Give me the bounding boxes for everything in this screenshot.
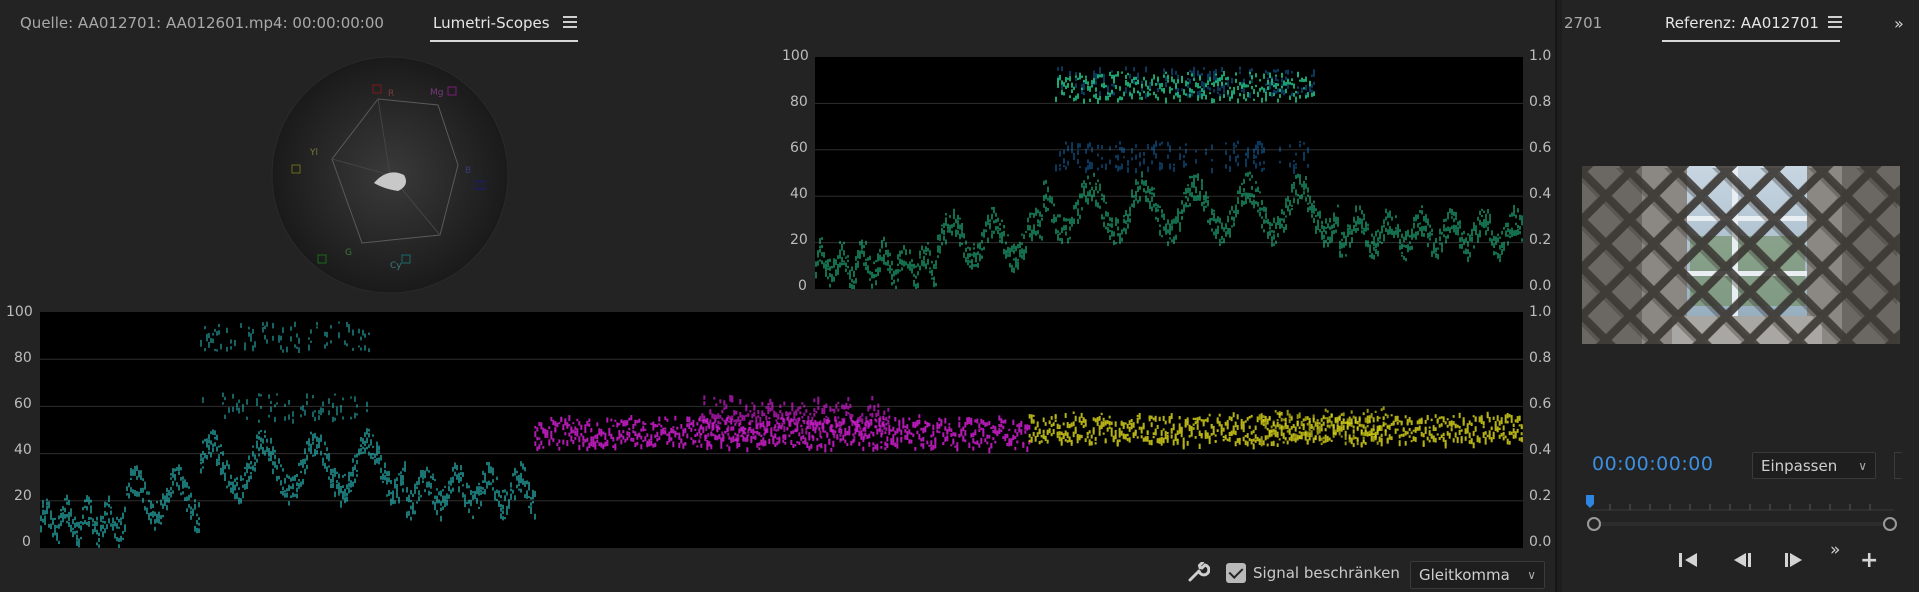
go-to-in-icon[interactable]: [1677, 550, 1701, 570]
parade-right-tick-5: 0.0: [1529, 534, 1552, 550]
target-g: G: [345, 248, 352, 258]
parade-right-tick-0: 1.0: [1529, 304, 1552, 320]
chevron-down-icon: ∨: [1858, 459, 1867, 473]
overflow-chevrons-icon[interactable]: »: [1894, 14, 1904, 33]
parade-left-tick-5: 0: [22, 534, 31, 550]
parade-right-tick-4: 0.2: [1529, 488, 1552, 504]
vectorscope: R Mg B Cy G Yl: [270, 55, 510, 295]
waveform-luma-scope: [815, 57, 1523, 289]
tab-lumetri-scopes[interactable]: Lumetri-Scopes: [433, 14, 550, 32]
chevron-down-icon: ∨: [1527, 568, 1536, 582]
target-r: R: [388, 89, 394, 99]
add-button-icon[interactable]: +: [1860, 548, 1879, 573]
parade-left-tick-1: 80: [14, 350, 32, 366]
wf-top-left-tick-3: 40: [790, 186, 808, 202]
playhead-marker[interactable]: [1586, 495, 1594, 508]
wf-top-left-tick-1: 80: [790, 94, 808, 110]
zoom-scrollbar[interactable]: [1582, 516, 1902, 532]
wf-top-right-tick-1: 0.8: [1529, 94, 1552, 110]
reference-preview-image: [1582, 166, 1900, 344]
signal-limit-label: Signal beschränken: [1253, 564, 1400, 582]
timeline-ruler[interactable]: [1582, 490, 1902, 530]
wf-top-right-tick-3: 0.4: [1529, 186, 1552, 202]
step-forward-icon[interactable]: [1782, 550, 1806, 570]
target-yl: Yl: [309, 148, 318, 158]
parade-left-tick-4: 20: [14, 488, 32, 504]
tab-source[interactable]: Quelle: AA012701: AA012601.mp4: 00:00:00…: [20, 14, 384, 32]
parade-right-tick-1: 0.8: [1529, 350, 1552, 366]
panel-menu-icon[interactable]: [1828, 16, 1842, 29]
wf-top-left-tick-5: 0: [798, 278, 807, 294]
tab-reference[interactable]: Referenz: AA012701: [1665, 14, 1819, 32]
parade-right-tick-3: 0.4: [1529, 442, 1552, 458]
more-controls-icon[interactable]: »: [1830, 540, 1841, 560]
parade-left-tick-2: 60: [14, 396, 32, 412]
wf-top-left-tick-4: 20: [790, 232, 808, 248]
lumetri-scopes-panel: Quelle: AA012701: AA012601.mp4: 00:00:00…: [0, 0, 1557, 592]
wf-top-left-tick-2: 60: [790, 140, 808, 156]
parade-left-tick-0: 100: [6, 304, 33, 320]
wf-top-right-tick-2: 0.6: [1529, 140, 1552, 156]
active-tab-underline: [430, 40, 578, 42]
parade-right-tick-2: 0.6: [1529, 396, 1552, 412]
step-back-icon[interactable]: [1730, 550, 1754, 570]
mode-dropdown[interactable]: Gleitkomma ∨: [1410, 561, 1545, 589]
wf-top-right-tick-0: 1.0: [1529, 48, 1552, 64]
wf-top-right-tick-5: 0.0: [1529, 278, 1552, 294]
wf-top-left-tick-0: 100: [782, 48, 809, 64]
parade-left-tick-3: 40: [14, 442, 32, 458]
tab-truncated[interactable]: 2701: [1564, 14, 1603, 32]
target-b: B: [465, 166, 471, 176]
fit-dropdown[interactable]: Einpassen ∨: [1752, 452, 1876, 479]
truncated-control[interactable]: [1894, 452, 1902, 479]
target-mg: Mg: [430, 88, 443, 98]
fit-dropdown-value: Einpassen: [1761, 457, 1838, 475]
wrench-icon[interactable]: [1186, 562, 1210, 584]
rgb-parade-scope: [40, 312, 1523, 548]
panel-tabbar: Quelle: AA012701: AA012601.mp4: 00:00:00…: [0, 0, 1555, 48]
panel-menu-icon[interactable]: [563, 16, 577, 29]
wf-top-right-tick-4: 0.2: [1529, 232, 1552, 248]
active-tab-underline: [1662, 40, 1840, 42]
signal-limit-checkbox[interactable]: [1226, 563, 1246, 583]
reference-timecode[interactable]: 00:00:00:00: [1592, 453, 1714, 475]
target-cy: Cy: [390, 261, 402, 271]
mode-dropdown-value: Gleitkomma: [1419, 566, 1510, 584]
